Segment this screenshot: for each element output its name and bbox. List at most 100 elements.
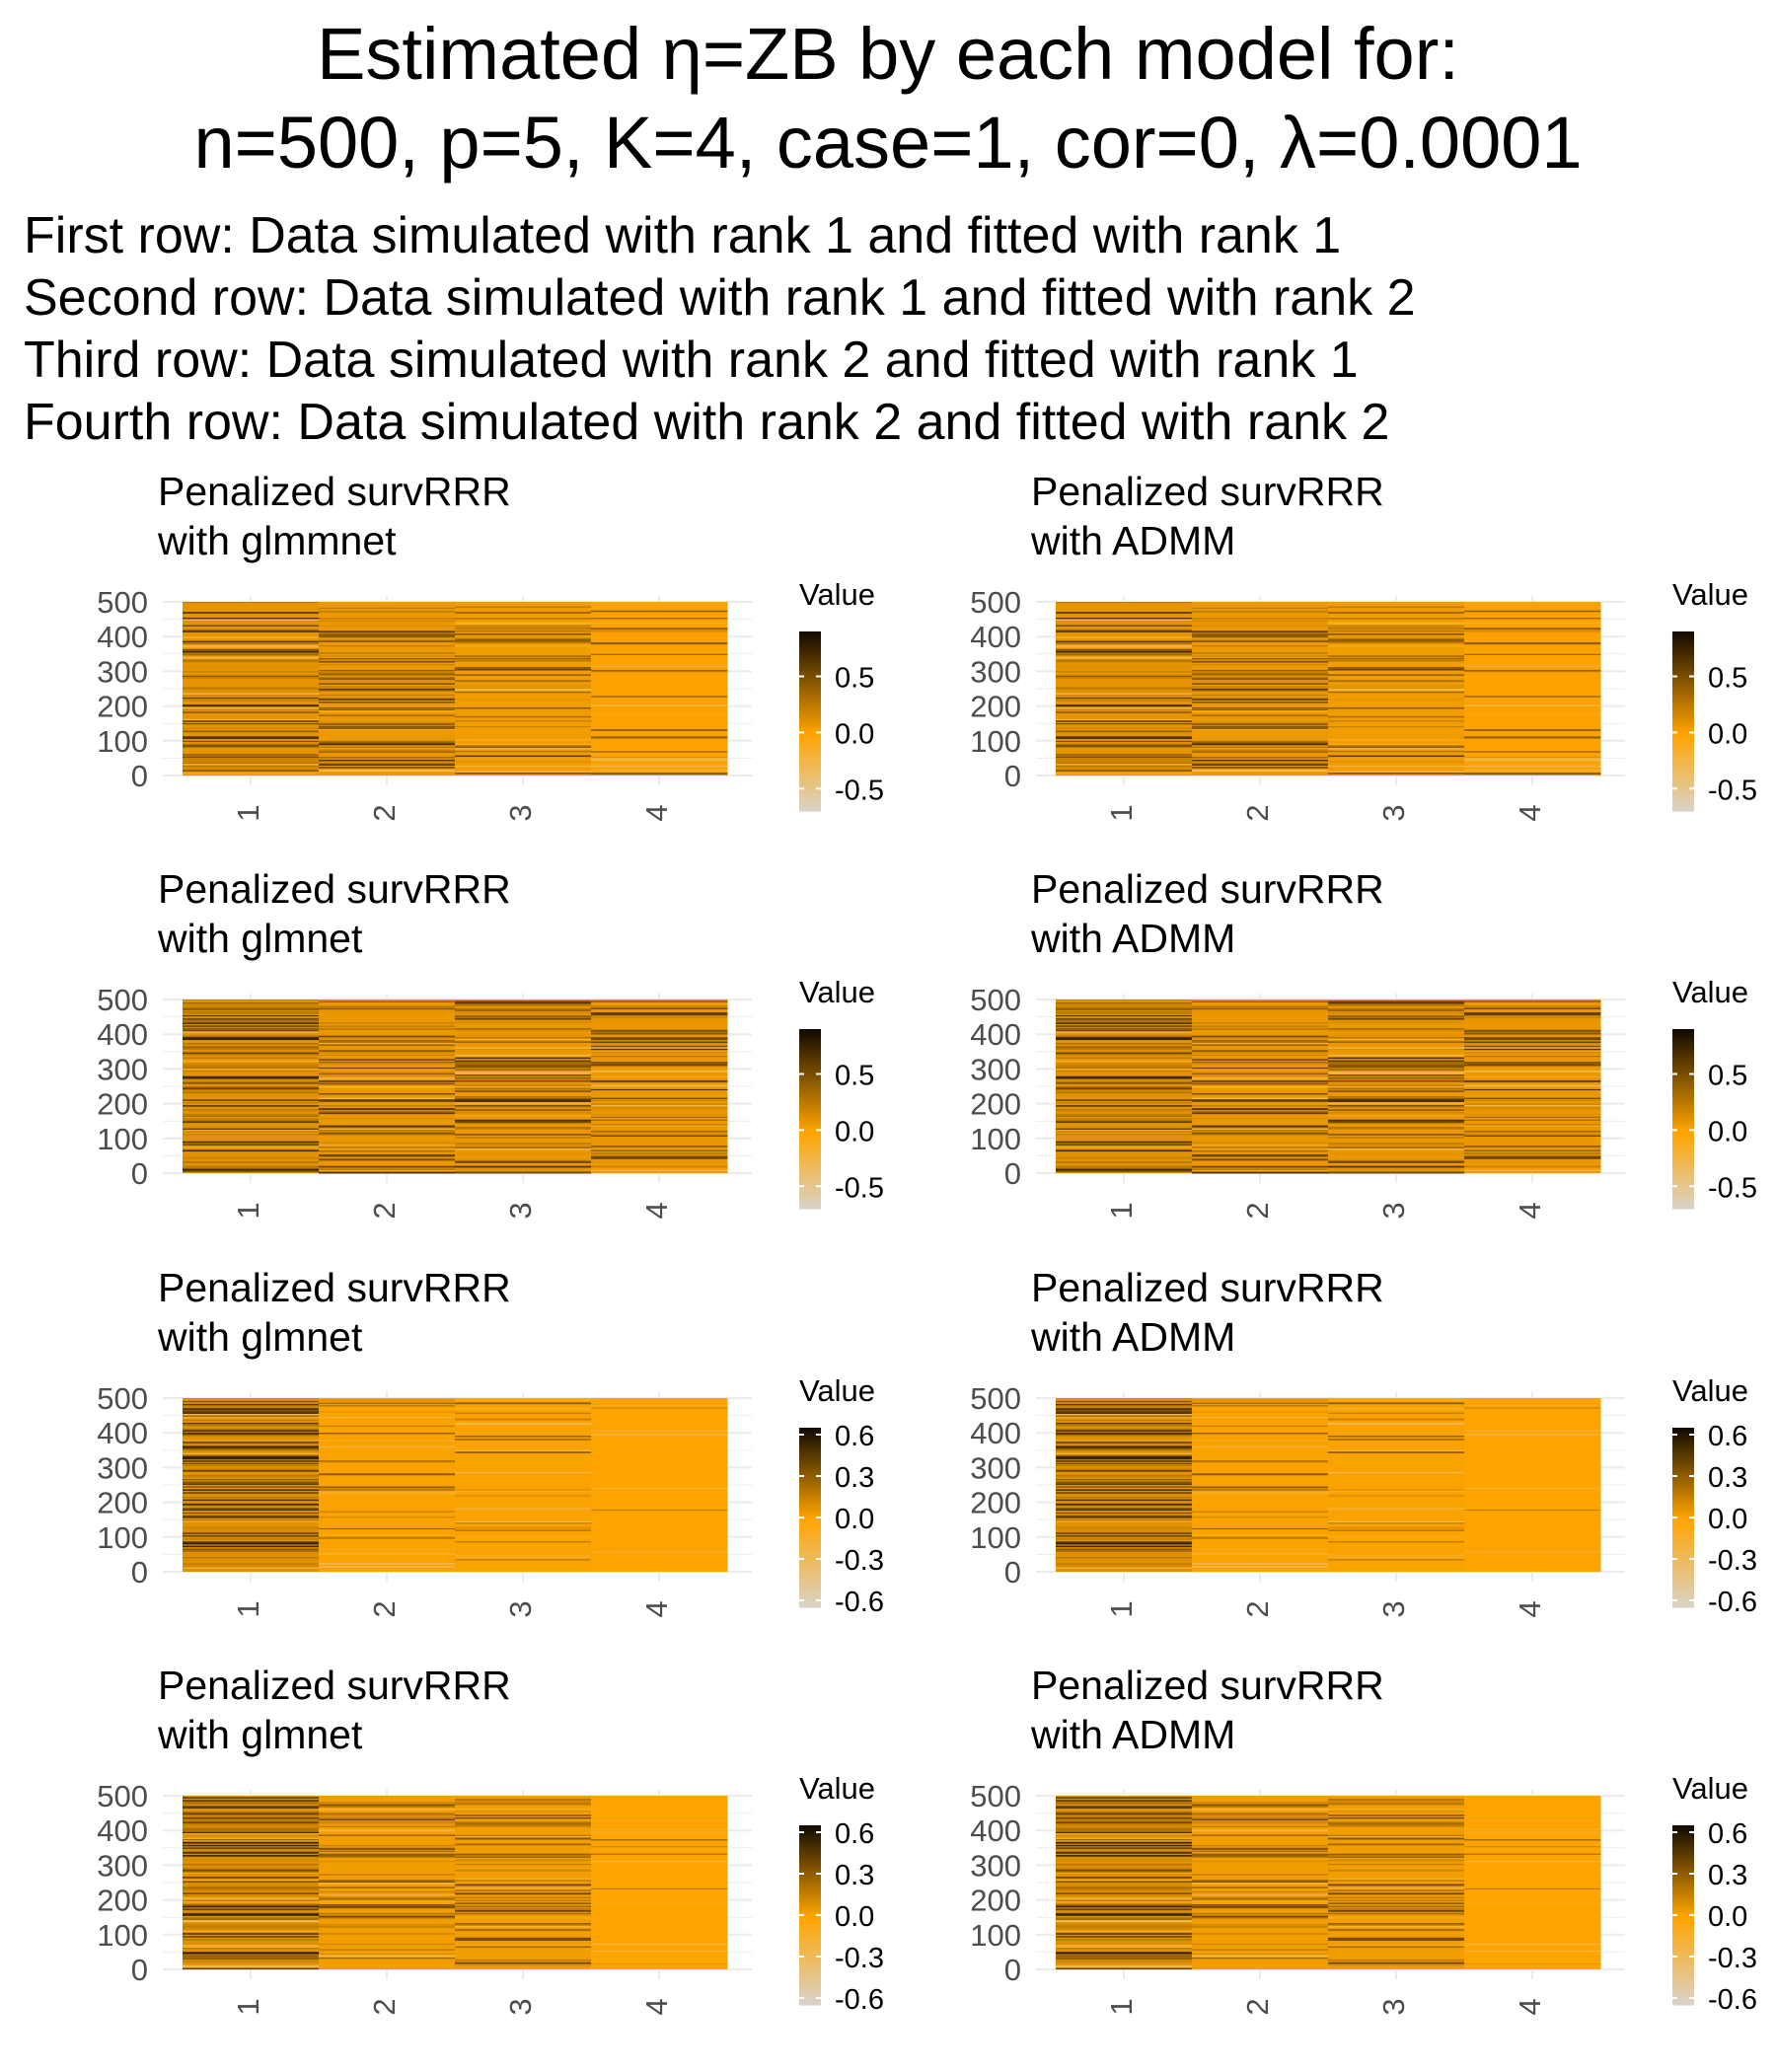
heatmap-cell xyxy=(1192,1405,1329,1407)
heatmap-cell xyxy=(319,1815,456,1818)
heatmap-cell xyxy=(455,659,592,662)
heatmap-cell xyxy=(1328,1924,1465,1926)
heatmap-cell xyxy=(319,1043,456,1045)
heatmap-cell xyxy=(1056,1813,1193,1815)
heatmap-cell xyxy=(183,1424,320,1426)
heatmap-cell xyxy=(591,1044,728,1047)
heatmap-cell xyxy=(319,1165,456,1168)
heatmap-cell xyxy=(1328,1878,1465,1880)
legend-color-step xyxy=(799,1085,821,1090)
legend-color-step xyxy=(799,1556,821,1561)
heatmap-cell xyxy=(1056,704,1193,707)
heatmap-cell xyxy=(183,1446,320,1449)
legend-tick-label: 0.0 xyxy=(1708,1504,1747,1535)
legend-tick-label: 0.6 xyxy=(835,1421,874,1452)
heatmap-cell xyxy=(1056,711,1193,713)
y-tick-label: 400 xyxy=(970,1416,1021,1450)
panel-title-line: Penalized survRRR xyxy=(158,1663,511,1708)
heatmap-cell xyxy=(455,1148,592,1150)
heatmap-cell xyxy=(1464,1146,1601,1147)
heatmap-cell xyxy=(1192,1022,1329,1024)
heatmap-cell xyxy=(1464,671,1601,673)
heatmap-cell xyxy=(1056,631,1193,634)
heatmap-cell xyxy=(1056,1505,1193,1507)
heatmap-cell xyxy=(1464,1144,1601,1146)
heatmap-cell xyxy=(183,699,320,701)
heatmap-cell xyxy=(183,1171,320,1173)
legend-color-step xyxy=(799,1948,821,1952)
heatmap-cell xyxy=(455,625,592,628)
heatmap-cell xyxy=(1192,1955,1329,1958)
heatmap-cell xyxy=(1056,1405,1193,1408)
heatmap-cell xyxy=(1192,1815,1329,1818)
heatmap-cell xyxy=(1464,1006,1601,1008)
heatmap-cell xyxy=(455,771,592,773)
legend-color-step xyxy=(1672,1166,1694,1171)
legend-color-step xyxy=(1672,1181,1694,1186)
legend-color-step xyxy=(799,1834,821,1838)
heatmap-cell xyxy=(1056,1168,1193,1171)
legend-color-step xyxy=(799,1594,821,1599)
heatmap-cell xyxy=(455,645,592,647)
heatmap-cell xyxy=(1192,671,1329,674)
legend-color-step xyxy=(1672,1989,1694,1994)
heatmap-cell xyxy=(1192,690,1329,692)
legend-color-step xyxy=(1672,1562,1694,1567)
heatmap-cell xyxy=(1192,658,1329,660)
heatmap-cell xyxy=(1056,1132,1193,1135)
heatmap-cell xyxy=(1192,1904,1329,1906)
heatmap-cell xyxy=(591,758,728,760)
heatmap-cell xyxy=(183,1817,320,1819)
legend-color-step xyxy=(799,769,821,774)
legend-color-step xyxy=(799,1890,821,1895)
heatmap-cell xyxy=(319,1817,456,1818)
legend-color-step xyxy=(1672,1044,1694,1048)
heatmap-cell xyxy=(183,1457,320,1460)
heatmap-cell xyxy=(1056,1449,1193,1452)
heatmap-cell xyxy=(183,1535,320,1537)
y-tick-label: 300 xyxy=(97,1052,148,1086)
heatmap-cell xyxy=(1056,1966,1193,1968)
legend-color-step xyxy=(1672,1443,1694,1446)
heatmap-cell xyxy=(183,1408,320,1410)
heatmap-cell xyxy=(1192,1080,1329,1082)
heatmap-cell xyxy=(591,1119,728,1121)
heatmap-cell xyxy=(319,1528,456,1529)
heatmap-cell xyxy=(1056,1905,1193,1908)
heatmap-cell xyxy=(1056,770,1193,772)
legend-color-step xyxy=(799,1896,821,1901)
legend-color-step xyxy=(799,1115,821,1120)
heatmap-cell xyxy=(1056,653,1193,656)
legend-tick-label: 0.5 xyxy=(835,663,874,695)
heatmap-cell xyxy=(183,1454,320,1457)
heatmap-cell xyxy=(183,1086,320,1088)
heatmap-cell xyxy=(455,1102,592,1105)
heatmap-cell xyxy=(455,1016,592,1019)
heatmap-cell xyxy=(319,1143,456,1145)
heatmap-cell xyxy=(591,1487,728,1490)
heatmap-cell xyxy=(319,764,456,766)
heatmap-cell xyxy=(455,751,592,753)
heatmap-cell xyxy=(183,1961,320,1962)
legend-color-step xyxy=(799,1965,821,1970)
heatmap-cell xyxy=(183,1557,320,1559)
heatmap-cell xyxy=(591,1106,728,1108)
legend-color-step xyxy=(1672,1071,1694,1075)
legend-color-step xyxy=(799,1056,821,1060)
heatmap-cell xyxy=(455,765,592,768)
heatmap-cell xyxy=(1056,1065,1193,1066)
heatmap-cell xyxy=(591,1108,728,1110)
legend-tick-label: -0.3 xyxy=(1708,1545,1757,1577)
legend-color-step xyxy=(799,1873,821,1878)
heatmap-cell xyxy=(1056,1031,1193,1034)
legend-color-step xyxy=(799,775,821,779)
heatmap-cell xyxy=(319,714,456,717)
legend-color-step xyxy=(799,1918,821,1922)
heatmap-cell xyxy=(1056,602,1193,603)
heatmap-cell xyxy=(183,720,320,722)
heatmap-cell xyxy=(455,1408,592,1410)
heatmap-cell xyxy=(183,1847,320,1849)
heatmap-cell xyxy=(183,737,320,739)
heatmap-cell xyxy=(1464,610,1601,613)
